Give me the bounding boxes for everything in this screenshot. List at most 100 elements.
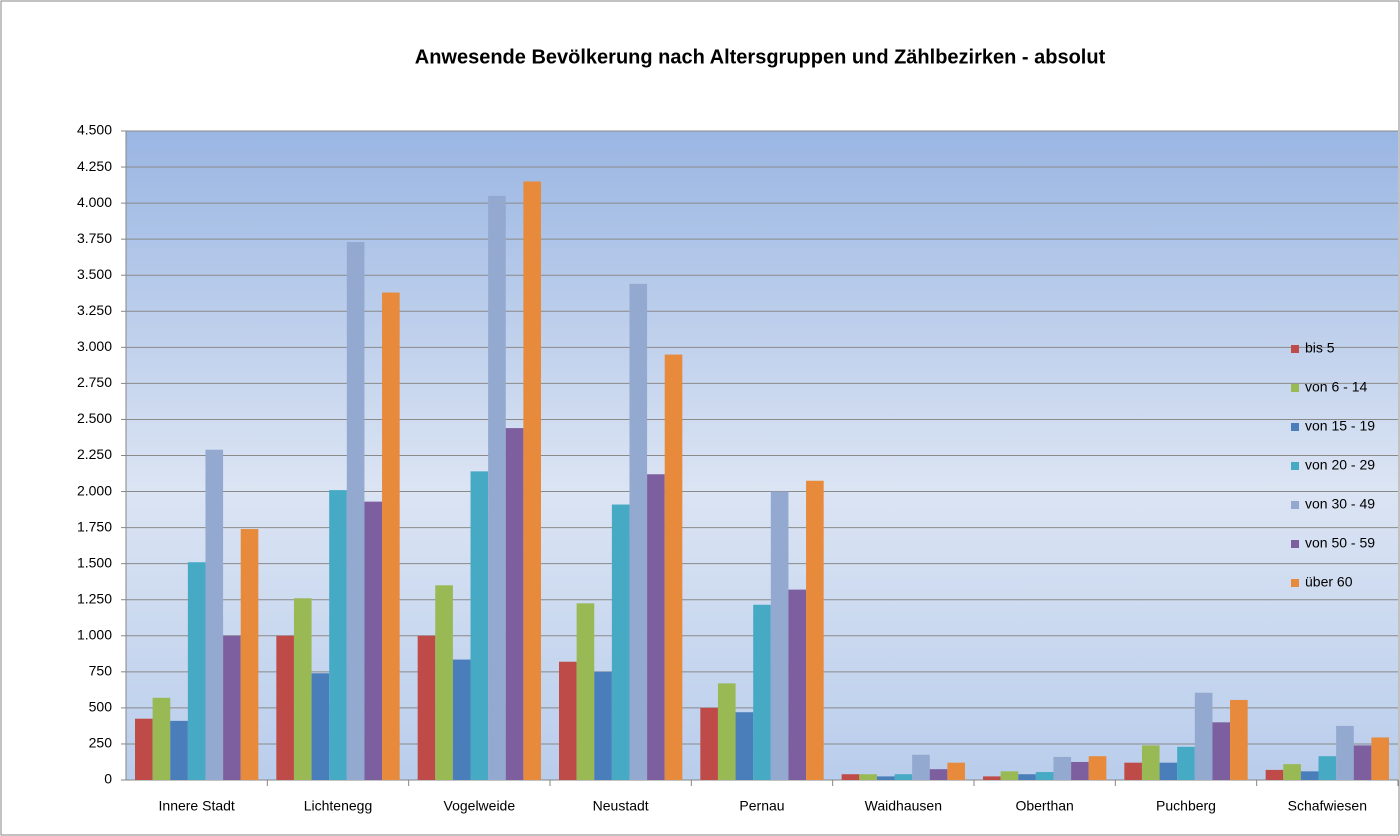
bar [1035, 772, 1054, 780]
legend-swatch [1291, 501, 1299, 509]
y-tick-label: 2.500 [77, 410, 112, 426]
bar [1194, 692, 1213, 780]
x-tick-label: Neustadt [593, 798, 649, 814]
bar [594, 671, 612, 780]
bar [1053, 756, 1072, 780]
bar [806, 480, 824, 780]
bar [293, 598, 312, 780]
y-tick-label: 1.750 [77, 518, 112, 534]
legend-label: von 15 - 19 [1305, 418, 1375, 434]
y-tick-label: 3.750 [77, 230, 112, 246]
y-tick-label: 1.250 [77, 590, 112, 606]
bar [1088, 756, 1107, 780]
y-tick-label: 2.000 [77, 482, 112, 498]
legend-label: von 50 - 59 [1305, 535, 1375, 551]
bar [170, 720, 188, 780]
legend-swatch [1291, 423, 1299, 431]
bar [205, 449, 224, 780]
bar [240, 529, 259, 780]
y-tick-label: 4.500 [77, 122, 112, 138]
bar [576, 603, 595, 780]
bar [276, 635, 294, 780]
legend-label: bis 5 [1305, 340, 1335, 356]
bar [364, 501, 383, 780]
bar [876, 776, 895, 780]
legend-label: von 20 - 29 [1305, 457, 1375, 473]
bar [1371, 737, 1389, 780]
bar [770, 491, 789, 780]
x-tick-label: Lichtenegg [304, 798, 373, 814]
x-tick-label: Waidhausen [865, 798, 942, 814]
bar [311, 673, 330, 780]
bar [523, 181, 541, 780]
bar [1141, 745, 1160, 780]
x-tick-label: Pernau [739, 798, 784, 814]
bar [559, 661, 577, 780]
bar [1177, 746, 1195, 780]
bar [859, 774, 877, 780]
bar [947, 762, 965, 780]
bar [664, 354, 683, 780]
bar [1336, 725, 1354, 780]
y-tick-label: 3.500 [77, 266, 112, 282]
x-tick-label: Innere Stadt [159, 798, 235, 814]
bar [488, 195, 506, 780]
bar [382, 292, 400, 780]
bar [1300, 771, 1319, 780]
bar [983, 776, 1001, 780]
y-tick-label: 250 [89, 735, 113, 751]
legend-swatch [1291, 540, 1299, 548]
bar [435, 585, 453, 780]
y-tick-label: 1.000 [77, 626, 112, 642]
y-tick-label: 4.000 [77, 194, 112, 210]
bar [629, 283, 648, 780]
legend-swatch [1291, 345, 1299, 353]
y-tick-label: 4.250 [77, 158, 112, 174]
bar [1159, 762, 1178, 780]
y-tick-label: 3.250 [77, 302, 112, 318]
chart-title: Anwesende Bevölkerung nach Altersgruppen… [415, 46, 1106, 68]
legend-label: von 30 - 49 [1305, 496, 1375, 512]
bar [700, 707, 718, 780]
bar [912, 754, 930, 780]
y-tick-label: 750 [89, 663, 113, 679]
y-tick-label: 2.250 [77, 446, 112, 462]
bar [346, 242, 365, 780]
bar [1000, 771, 1019, 780]
bar [452, 659, 471, 780]
legend-swatch [1291, 384, 1299, 392]
x-tick-label: Vogelweide [444, 798, 516, 814]
bar [1018, 774, 1036, 780]
bar [470, 471, 489, 780]
bar [223, 635, 241, 780]
y-tick-label: 1.500 [77, 554, 112, 570]
x-tick-label: Puchberg [1156, 798, 1216, 814]
x-tick-label: Oberthan [1015, 798, 1073, 814]
bar [1230, 699, 1248, 780]
y-tick-label: 0 [104, 771, 112, 787]
bar [788, 589, 807, 780]
bar [329, 490, 347, 780]
legend-swatch [1291, 579, 1299, 587]
bar [1318, 756, 1337, 780]
bar [894, 774, 913, 780]
bar [1265, 769, 1284, 780]
bar [417, 635, 436, 780]
bar [1124, 762, 1142, 780]
bar [135, 718, 153, 780]
bar [1212, 722, 1231, 780]
bar [753, 604, 771, 780]
bar [647, 474, 665, 780]
bar [152, 697, 171, 780]
bar [1283, 764, 1301, 780]
bar [187, 562, 206, 780]
bar [1353, 745, 1372, 780]
legend-label: von 6 - 14 [1305, 379, 1367, 395]
bar [1071, 761, 1089, 780]
bar [505, 428, 524, 780]
legend-label: über 60 [1305, 574, 1353, 590]
bar [611, 504, 630, 780]
y-tick-label: 500 [89, 699, 113, 715]
bar [841, 774, 860, 780]
